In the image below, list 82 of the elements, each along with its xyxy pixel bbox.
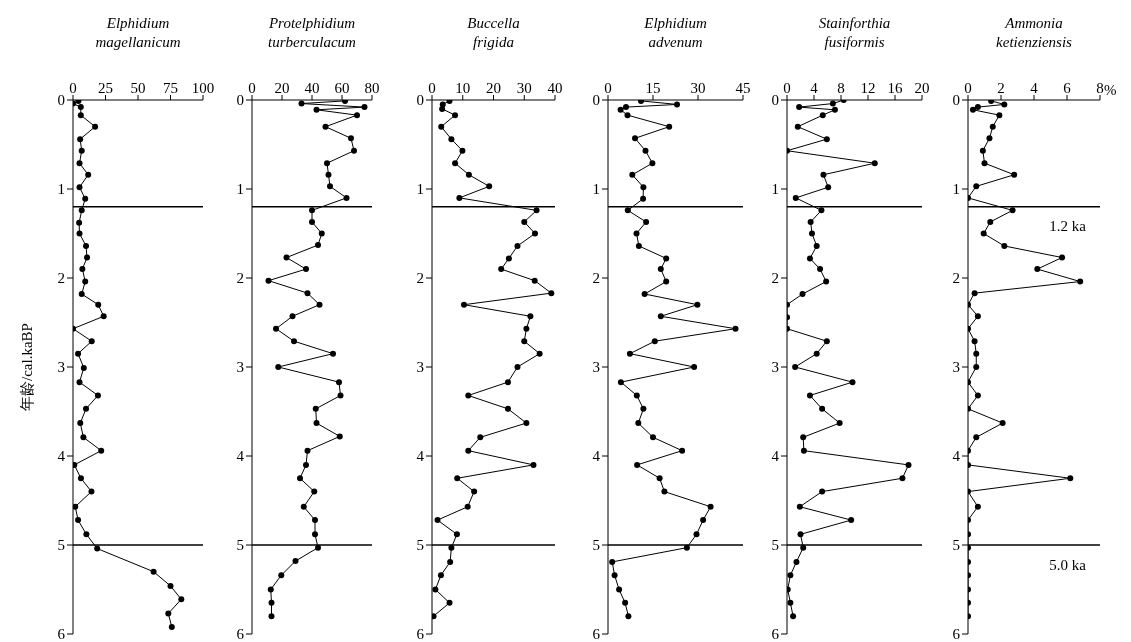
chart-title: Protelphidium turberculacum bbox=[267, 14, 357, 52]
x-tick-label: 20 bbox=[914, 80, 930, 96]
x-tick-label: 80 bbox=[364, 80, 380, 96]
x-tick-label: 100 bbox=[191, 80, 215, 96]
y-tick-label: 0 bbox=[57, 92, 65, 109]
x-tick-label: 25 bbox=[98, 80, 113, 96]
y-tick-label: 2 bbox=[771, 270, 779, 287]
y-tick-label: 6 bbox=[952, 626, 961, 642]
y-tick-label: 2 bbox=[952, 270, 960, 287]
y-tick-label: 5 bbox=[416, 537, 424, 554]
x-tick-label: 40 bbox=[304, 80, 320, 96]
y-tick-label: 4 bbox=[236, 448, 245, 465]
y-tick-label: 4 bbox=[952, 448, 961, 465]
y-tick-label: 1 bbox=[771, 181, 779, 198]
x-tick-label: 4 bbox=[1030, 80, 1039, 96]
y-tick-label: 5 bbox=[952, 537, 960, 554]
x-tick-label: 20 bbox=[274, 80, 290, 96]
x-tick-label: 10 bbox=[455, 80, 471, 96]
y-tick-label: 3 bbox=[57, 359, 65, 376]
y-tick-label: 1 bbox=[57, 181, 65, 198]
y-tick-label: 4 bbox=[592, 448, 601, 465]
x-tick-label: 0 bbox=[248, 80, 256, 96]
y-tick-label: 6 bbox=[771, 626, 780, 642]
x-tick-label: 45 bbox=[735, 80, 751, 96]
y-tick-label: 1 bbox=[952, 181, 960, 198]
y-tick-label: 0 bbox=[416, 92, 424, 109]
y-tick-label: 2 bbox=[416, 270, 424, 287]
chart-title: Ammonia ketienziensis bbox=[995, 14, 1073, 52]
y-tick-label: 0 bbox=[952, 92, 960, 109]
x-tick-label: 30 bbox=[690, 80, 706, 96]
y-axis-title: 年龄/cal.kaBP bbox=[19, 323, 36, 411]
x-tick-label: 12 bbox=[860, 80, 876, 96]
x-tick-label: 30 bbox=[516, 80, 532, 96]
y-tick-label: 3 bbox=[236, 359, 244, 376]
chart-title: Elphidium advenum bbox=[643, 14, 708, 52]
x-tick-label: 2 bbox=[997, 80, 1005, 96]
y-tick-label: 0 bbox=[236, 92, 244, 109]
ref-line-label: 5.0 ka bbox=[1049, 556, 1087, 573]
y-tick-label: 2 bbox=[57, 270, 65, 287]
y-tick-label: 4 bbox=[57, 448, 66, 465]
y-tick-label: 4 bbox=[416, 448, 425, 465]
y-tick-label: 6 bbox=[236, 626, 245, 642]
y-tick-label: 3 bbox=[952, 359, 960, 376]
x-tick-label: 50 bbox=[130, 80, 146, 96]
x-tick-label: 0 bbox=[964, 80, 972, 96]
x-tick-label: 6 bbox=[1063, 80, 1072, 96]
y-tick-label: 1 bbox=[416, 181, 424, 198]
x-tick-label: 4 bbox=[810, 80, 819, 96]
x-axis-title: % bbox=[1104, 82, 1117, 99]
y-tick-label: 3 bbox=[416, 359, 424, 376]
x-tick-label: 20 bbox=[486, 80, 501, 96]
chart-title: Stainforthia fusiformis bbox=[817, 14, 892, 52]
x-tick-label: 8 bbox=[837, 80, 845, 96]
y-tick-label: 6 bbox=[416, 626, 425, 642]
y-tick-label: 5 bbox=[771, 537, 779, 554]
y-tick-label: 5 bbox=[57, 537, 65, 554]
x-tick-label: 60 bbox=[334, 80, 350, 96]
x-tick-label: 0 bbox=[604, 80, 612, 96]
x-tick-label: 40 bbox=[547, 80, 563, 96]
chart-title: Buccella frigida bbox=[466, 14, 521, 52]
x-tick-label: 15 bbox=[645, 80, 661, 96]
y-tick-label: 1 bbox=[236, 181, 244, 198]
y-tick-label: 5 bbox=[236, 537, 244, 554]
y-tick-label: 4 bbox=[771, 448, 780, 465]
y-tick-label: 2 bbox=[236, 270, 244, 287]
y-tick-label: 3 bbox=[771, 359, 779, 376]
y-tick-label: 0 bbox=[592, 92, 600, 109]
y-tick-label: 5 bbox=[592, 537, 600, 554]
y-tick-label: 6 bbox=[57, 626, 66, 642]
y-tick-label: 0 bbox=[771, 92, 779, 109]
x-tick-label: 16 bbox=[887, 80, 903, 96]
y-tick-label: 3 bbox=[592, 359, 600, 376]
y-tick-label: 6 bbox=[592, 626, 601, 642]
x-tick-label: 0 bbox=[428, 80, 436, 96]
x-tick-label: 8 bbox=[1096, 80, 1104, 96]
ref-line-label: 1.2 ka bbox=[1049, 218, 1087, 235]
y-tick-label: 2 bbox=[592, 270, 600, 287]
chart-title: Elphidium magellanicum bbox=[94, 14, 182, 52]
x-tick-label: 0 bbox=[783, 80, 791, 96]
x-tick-label: 75 bbox=[163, 80, 178, 96]
x-tick-label: 0 bbox=[69, 80, 77, 96]
y-tick-label: 1 bbox=[592, 181, 600, 198]
